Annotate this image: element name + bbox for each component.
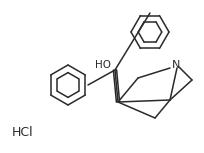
Text: HCl: HCl	[12, 125, 33, 138]
Text: N: N	[171, 60, 179, 70]
Text: HO: HO	[94, 60, 110, 70]
